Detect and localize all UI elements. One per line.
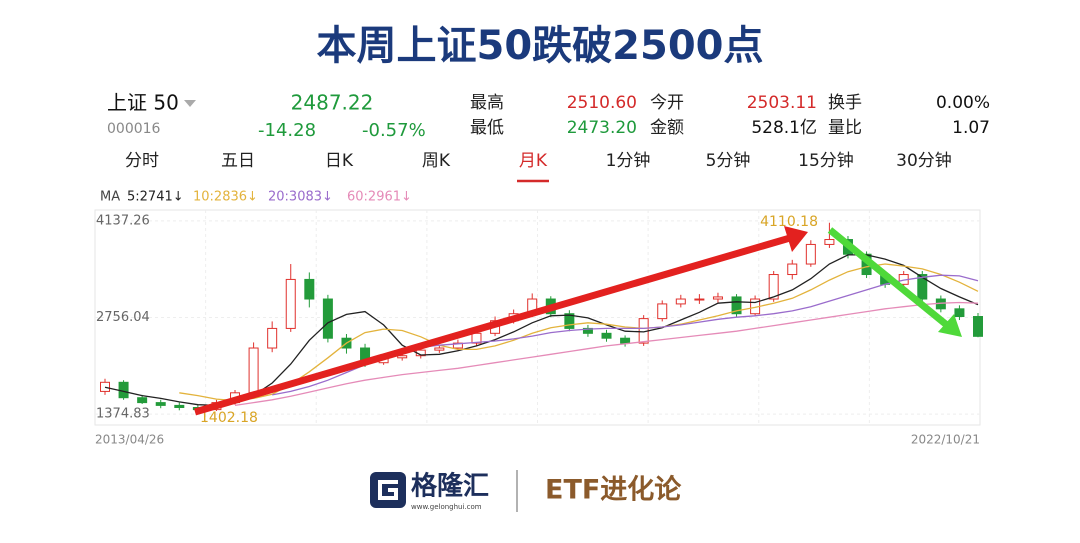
brand-name: 格隆汇 [411,471,489,502]
ma-line [272,274,979,396]
y-tick-label: 4137.26 [96,213,150,228]
candle-body [267,327,278,349]
period-tab[interactable]: 15分钟 [798,151,854,171]
field-label: 今开 [650,93,684,113]
field-value: 2473.20 [567,118,637,138]
candle-body [657,303,668,320]
candle-body [954,308,965,318]
candle-body [768,274,779,300]
field-value: 0.00% [936,93,990,113]
footer: 格隆汇 www.gelonghui.com ETF进化论 [370,470,682,512]
candle-body [973,316,983,337]
period-tab[interactable]: 五日 [221,151,255,171]
legend-entry: 60:2961↓ [347,190,412,205]
high-annotation: 4110.18 [760,214,818,230]
candle-body [452,342,463,349]
legend-prefix: MA [100,190,120,205]
y-tick-label: 1374.83 [96,407,150,422]
ma-legend: MA 5:2741↓ 10:2836↓ 20:3083↓ 60:2961↓ [100,190,412,205]
plot: 1374.83 2756.04 4137.26 4110.18 1402.18 2013/… [95,210,983,447]
candle-body [248,347,259,394]
candle-body [322,298,333,339]
candle-body [100,381,110,392]
candle-body [917,274,928,300]
candle-body [155,402,166,406]
candle-body [174,404,185,409]
field-label: 最低 [470,118,504,138]
field-label: 最高 [470,93,504,113]
quote-panel: 上证 50 000016 2487.22 -14.28 -0.57% 最高 251… [107,91,990,141]
candle-body [824,239,835,245]
field-label: 量比 [828,118,862,138]
trend-arrows [194,226,962,416]
field-value: 1.07 [952,118,990,138]
ma-line [234,301,979,407]
change: -14.28 [258,120,316,141]
change-pct: -0.57% [362,120,426,141]
candle-body [787,263,798,276]
field-value: 2503.11 [747,93,817,113]
period-tab[interactable]: 分时 [125,151,159,171]
down-arrow [827,227,951,329]
candle-body [805,243,816,265]
period-tab[interactable]: 5分钟 [706,151,751,171]
period-tabs: 分时 五日 日K 周K 月K 1分钟 5分钟 15分钟 30分钟 [125,151,952,183]
legend-entry: 10:2836↓ [193,190,258,205]
candle-body [582,327,593,334]
field-label: 换手 [828,93,862,113]
x-tick-label: 2022/10/21 [911,433,980,447]
candle-body [620,337,631,344]
column-name: ETF进化论 [545,475,682,506]
candle-body [397,355,408,359]
field-label: 金额 [650,118,684,138]
candle-body [712,296,723,300]
price: 2487.22 [291,91,374,115]
field-value: 528.1亿 [751,118,817,138]
candle-body [434,347,445,351]
period-tab[interactable]: 周K [422,151,451,171]
period-tab[interactable]: 日K [325,151,354,171]
page-title: 本周上证50跌破2500点 [317,23,764,69]
legend-entry: 20:3083↓ [268,190,333,205]
field-value: 2510.60 [567,93,637,113]
legend-entry: 5:2741↓ [127,190,184,205]
up-arrow-head [784,226,808,252]
y-tick-label: 2756.04 [96,310,150,325]
x-tick-label: 2013/04/26 [95,433,164,447]
index-code: 000016 [107,121,161,137]
candle-body [601,332,612,339]
index-name[interactable]: 上证 50 [107,91,179,115]
low-annotation: 1402.18 [200,410,258,426]
candle-body [564,313,575,329]
candle-body [118,381,129,399]
brand-logo-mark [378,480,398,500]
candle-body [731,296,742,315]
down-arrow-head [938,314,962,337]
period-tab[interactable]: 30分钟 [896,151,952,171]
dropdown-icon[interactable] [184,100,196,107]
candle-body [285,278,296,329]
candle-body [304,278,315,300]
up-arrow [194,234,791,416]
ma-line [179,263,979,402]
brand-url: www.gelonghui.com [411,503,482,511]
candle-body [675,298,686,305]
candle-body [137,397,148,404]
period-tab[interactable]: 1分钟 [606,151,651,171]
period-tab[interactable]: 月K [519,151,548,171]
candle-body [694,298,705,301]
